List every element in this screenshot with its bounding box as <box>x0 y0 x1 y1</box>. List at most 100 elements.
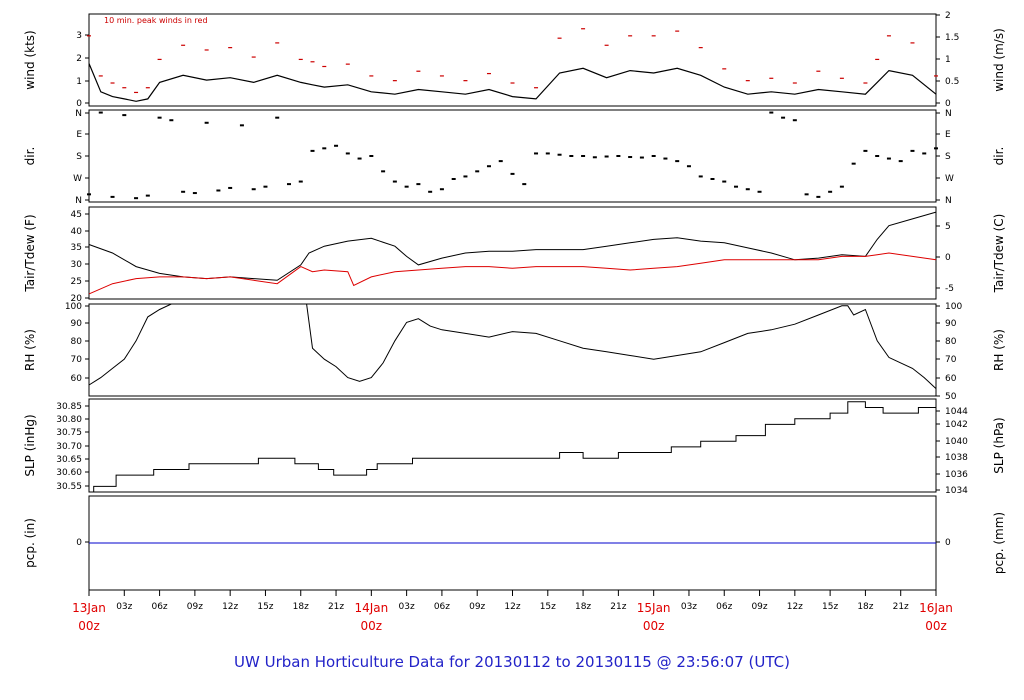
rh-left-tick-label: 80 <box>71 337 83 347</box>
dir-point <box>275 116 280 119</box>
dir-point <box>122 114 127 117</box>
dir-point <box>781 116 786 119</box>
rh-right-tick-label: 100 <box>945 302 962 312</box>
dir-point <box>475 170 480 173</box>
wind-ylabel-left: wind (kts) <box>23 30 37 89</box>
panel-slp: 30.55 30.60 30.65 30.70 30.75 30.80 30.85 1034 1… <box>23 398 1006 496</box>
pcp-right-tick-label: 0 <box>945 538 951 548</box>
wind-left-tick-label: 0 <box>76 99 82 109</box>
dir-right-tick-label: N <box>945 109 952 119</box>
dir-point <box>769 111 774 114</box>
temp-left-tick-label: 45 <box>71 210 82 220</box>
time-tick-label: 03z <box>116 602 132 612</box>
slp-left-tick-label: 30.55 <box>56 482 82 492</box>
slp-right-tick-label: 1040 <box>945 437 968 447</box>
wind-left-tick-label: 3 <box>76 31 82 41</box>
dir-point <box>98 111 103 114</box>
wind-peak-mark <box>392 80 397 82</box>
dir-point <box>898 160 903 163</box>
dir-point <box>392 180 397 183</box>
dir-point <box>286 183 291 186</box>
pcp-ylabel-right: pcp. (mm) <box>992 512 1006 574</box>
wind-peak-mark <box>745 80 750 82</box>
dir-point <box>204 121 209 124</box>
time-tick-label: 09z <box>751 602 767 612</box>
wind-peak-mark <box>698 47 703 49</box>
chart-title: UW Urban Horticulture Data for 20130112 … <box>234 653 790 671</box>
wind-peak-mark <box>604 44 609 46</box>
wind-right-tick-label: 1 <box>945 55 951 65</box>
wind-peak-mark <box>110 82 115 84</box>
time-tick-label: 18z <box>293 602 309 612</box>
dir-point <box>851 162 856 165</box>
wind-peak-mark <box>839 77 844 79</box>
temp-series-line <box>88 211 937 281</box>
rh-right-tick-label: 70 <box>945 355 957 365</box>
dir-point <box>863 149 868 152</box>
wind-peak-mark <box>345 63 350 65</box>
wind-peak-mark <box>463 80 468 82</box>
dir-point <box>828 190 833 193</box>
time-axis: 03z 06z 09z 12z 15z 18z 21z 03z 06z 09z 12z 15z 18z 2… <box>72 590 953 633</box>
temp-left-tick-label: 20 <box>71 294 83 304</box>
rh-right-tick-label: 90 <box>945 319 957 329</box>
slp-left-tick-label: 30.75 <box>56 428 82 438</box>
wind-peak-mark <box>581 28 586 30</box>
time-tick-label: 06z <box>434 602 450 612</box>
time-tick-label: 09z <box>469 602 485 612</box>
dir-point <box>686 165 691 168</box>
rh-left-tick-label: 60 <box>71 374 83 384</box>
wind-peak-mark <box>298 58 303 61</box>
dir-point <box>228 186 233 189</box>
dir-point <box>486 165 491 168</box>
dir-point <box>651 155 656 157</box>
dir-point <box>757 190 762 193</box>
wind-right-tick-label: 2 <box>945 11 951 21</box>
wind-right-tick-label: 0.5 <box>945 77 959 87</box>
dir-point <box>710 178 715 180</box>
temp-right-tick-label: 0 <box>945 253 951 263</box>
dir-frame <box>88 109 937 203</box>
dir-right-tick-label: N <box>945 196 952 206</box>
dir-point <box>663 157 668 160</box>
dir-point <box>722 180 727 183</box>
time-tick-label: 21z <box>893 602 909 612</box>
temp-ylabel-left: Tair/Tdew (F) <box>23 214 37 292</box>
wind-peak-mark <box>486 72 491 75</box>
dir-point <box>922 152 927 155</box>
dir-point <box>522 183 527 186</box>
time-tick-label: 03z <box>681 602 697 612</box>
temp-left-tick-label: 30 <box>71 260 83 270</box>
wind-peak-mark <box>181 44 186 46</box>
panel-temp: 20 25 30 35 40 45 -5 0 5 Tair/Tdew (F) Tair/Tdew (… <box>23 206 1006 304</box>
dir-point <box>839 185 844 188</box>
wind-peak-mark <box>510 82 515 84</box>
dir-point <box>381 170 386 173</box>
time-tick-label: 12z <box>504 602 520 612</box>
panel-pcp: 0 0 pcp. (in) pcp. (mm) <box>23 495 1006 591</box>
wind-peak-mark <box>534 87 539 89</box>
pcp-left-tick-label: 0 <box>76 538 82 548</box>
dir-point <box>675 160 680 163</box>
rh-series-line <box>88 303 937 389</box>
day-hour-label: 00z <box>361 619 383 633</box>
dir-left-tick-label: N <box>75 196 82 206</box>
wind-peak-mark <box>769 77 774 79</box>
wind-peak-mark <box>934 75 938 77</box>
wind-ylabel-right: wind (m/s) <box>992 28 1006 92</box>
slp-right-tick-label: 1044 <box>945 407 968 417</box>
dir-point <box>639 156 644 159</box>
time-tick-label: 21z <box>610 602 626 612</box>
temp-frame <box>88 206 937 300</box>
day-label: 15Jan <box>637 601 671 615</box>
dir-point <box>792 119 797 122</box>
dir-point <box>886 157 891 160</box>
rh-frame <box>88 303 937 397</box>
rh-left-tick-label: 70 <box>71 355 83 365</box>
dir-point <box>439 188 444 191</box>
temp-right-tick-label: 5 <box>945 222 951 232</box>
dir-point <box>616 155 621 157</box>
slp-ylabel-left: SLP (inHg) <box>23 414 37 476</box>
time-tick-label: 15z <box>822 602 838 612</box>
